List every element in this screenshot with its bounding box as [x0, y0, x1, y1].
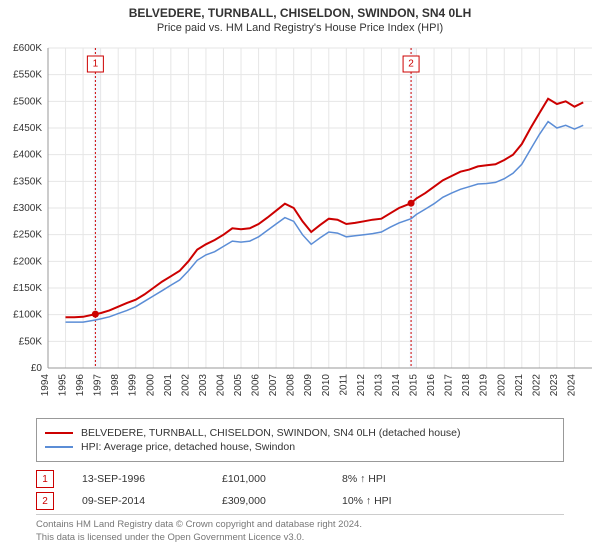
svg-text:1999: 1999 [128, 374, 139, 397]
marker-row-date: 13-SEP-1996 [82, 473, 222, 485]
svg-text:2018: 2018 [461, 374, 472, 397]
svg-text:£450K: £450K [13, 123, 42, 134]
svg-text:2019: 2019 [479, 374, 490, 397]
svg-text:2005: 2005 [233, 374, 244, 397]
svg-text:2022: 2022 [531, 374, 542, 397]
svg-text:2006: 2006 [251, 374, 262, 397]
svg-text:2021: 2021 [514, 374, 525, 397]
svg-text:2013: 2013 [373, 374, 384, 397]
svg-text:1: 1 [93, 59, 99, 70]
svg-text:£200K: £200K [13, 256, 42, 267]
svg-text:£100K: £100K [13, 310, 42, 321]
svg-text:2007: 2007 [268, 374, 279, 397]
legend-item: HPI: Average price, detached house, Swin… [45, 441, 555, 453]
attribution-footer: Contains HM Land Registry data © Crown c… [36, 514, 564, 545]
svg-text:2015: 2015 [409, 374, 420, 397]
svg-text:£250K: £250K [13, 230, 42, 241]
svg-text:2: 2 [408, 59, 414, 70]
svg-text:1996: 1996 [75, 374, 86, 397]
svg-text:2001: 2001 [163, 374, 174, 397]
page-subtitle: Price paid vs. HM Land Registry's House … [0, 22, 600, 34]
svg-text:£150K: £150K [13, 283, 42, 294]
svg-text:1995: 1995 [58, 374, 69, 397]
svg-text:2020: 2020 [496, 374, 507, 397]
chart-legend: BELVEDERE, TURNBALL, CHISELDON, SWINDON,… [36, 418, 564, 462]
marker-row-badge: 1 [36, 470, 54, 488]
marker-row-date: 09-SEP-2014 [82, 495, 222, 507]
svg-text:£350K: £350K [13, 176, 42, 187]
marker-row-price: £101,000 [222, 473, 342, 485]
svg-text:2002: 2002 [180, 374, 191, 397]
svg-text:2011: 2011 [338, 374, 349, 396]
price-chart: £0 £50K £100K £150K £200K £250K £300K £350K £400… [0, 40, 600, 410]
svg-text:2014: 2014 [391, 374, 402, 397]
svg-text:1994: 1994 [40, 374, 51, 397]
svg-text:2009: 2009 [303, 374, 314, 397]
legend-label: BELVEDERE, TURNBALL, CHISELDON, SWINDON,… [81, 427, 461, 439]
svg-text:2004: 2004 [215, 374, 226, 397]
svg-text:2003: 2003 [198, 374, 209, 397]
legend-item: BELVEDERE, TURNBALL, CHISELDON, SWINDON,… [45, 427, 555, 439]
svg-text:1997: 1997 [93, 374, 104, 397]
legend-swatch [45, 446, 73, 448]
marker-row-badge: 2 [36, 492, 54, 510]
svg-text:2016: 2016 [426, 374, 437, 397]
svg-text:£550K: £550K [13, 70, 42, 81]
svg-text:2000: 2000 [145, 374, 156, 397]
legend-label: HPI: Average price, detached house, Swin… [81, 441, 295, 453]
svg-text:2008: 2008 [286, 374, 297, 397]
footer-line-2: This data is licensed under the Open Gov… [36, 532, 564, 545]
svg-text:£300K: £300K [13, 203, 42, 214]
marker-row-pct: 8% ↑ HPI [342, 473, 564, 485]
svg-text:£50K: £50K [19, 336, 43, 347]
svg-text:£600K: £600K [13, 43, 42, 54]
marker-row: 1 13-SEP-1996£101,0008% ↑ HPI [36, 470, 564, 488]
svg-text:2010: 2010 [321, 374, 332, 397]
svg-text:2023: 2023 [549, 374, 560, 397]
marker-row-price: £309,000 [222, 495, 342, 507]
svg-text:2024: 2024 [566, 374, 577, 397]
svg-text:1998: 1998 [110, 374, 121, 397]
svg-text:2012: 2012 [356, 374, 367, 397]
svg-text:£500K: £500K [13, 96, 42, 107]
legend-swatch [45, 432, 73, 434]
marker-row-pct: 10% ↑ HPI [342, 495, 564, 507]
marker-row: 2 09-SEP-2014£309,00010% ↑ HPI [36, 492, 564, 510]
footer-line-1: Contains HM Land Registry data © Crown c… [36, 519, 564, 532]
svg-text:2017: 2017 [444, 374, 455, 397]
marker-data-table: 1 13-SEP-1996£101,0008% ↑ HPI 2 09-SEP-2014… [36, 466, 564, 514]
svg-text:£400K: £400K [13, 150, 42, 161]
svg-text:£0: £0 [31, 363, 43, 374]
page-title: BELVEDERE, TURNBALL, CHISELDON, SWINDON,… [0, 6, 600, 20]
